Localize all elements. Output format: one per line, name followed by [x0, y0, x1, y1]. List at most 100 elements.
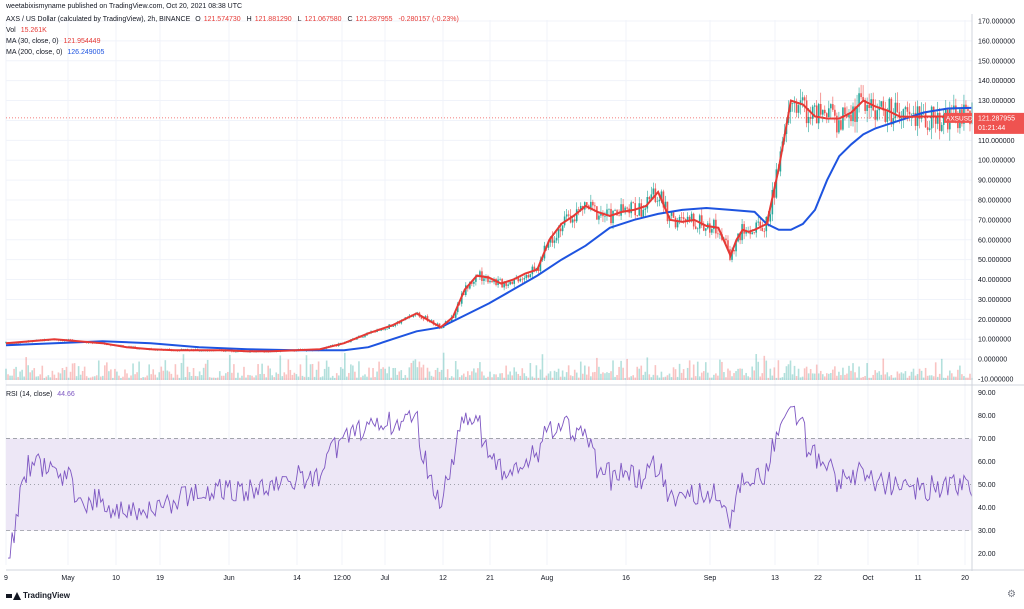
volume-bar [801, 376, 804, 380]
candle-body [965, 104, 967, 110]
volume-bar [914, 375, 917, 380]
volume-bar [688, 360, 691, 380]
volume-bar [828, 373, 830, 380]
candle-body [680, 217, 683, 218]
volume-bar [725, 377, 727, 380]
candle-body [525, 275, 528, 279]
volume-bar [713, 374, 715, 380]
candle-body [882, 101, 885, 111]
volume-bar [176, 374, 179, 380]
volume-bar [670, 377, 673, 380]
gear-icon[interactable]: ⚙ [1007, 589, 1016, 600]
ma30-value: 121.954449 [63, 38, 101, 45]
volume-bar [567, 365, 570, 380]
volume-bar [178, 377, 181, 380]
volume-bar [658, 377, 661, 380]
volume-bar [57, 372, 60, 380]
price-axis-tick: 150.000000 [978, 58, 1015, 65]
volume-bar [251, 375, 253, 380]
volume-bar [660, 371, 663, 380]
volume-bar [682, 369, 685, 380]
candle-body [823, 109, 826, 114]
volume-bar [872, 374, 874, 380]
candle-body [930, 106, 933, 129]
axis-layer: 170.000000160.000000150.000000140.000000… [4, 14, 1024, 582]
time-axis-tick: Sep [704, 575, 717, 582]
candle-body [892, 118, 895, 125]
volume-bar [448, 377, 451, 380]
volume-bar [896, 371, 899, 380]
time-axis-tick: May [61, 575, 75, 582]
volume-bar [102, 375, 104, 380]
candle-body [620, 204, 622, 216]
ma30-label[interactable]: MA (30, close, 0) [6, 38, 59, 45]
volume-bar [315, 369, 318, 380]
volume-bar [860, 377, 862, 380]
candle-body [511, 281, 513, 284]
candle-body [465, 285, 467, 295]
candle-body [505, 282, 507, 286]
volume-bar [428, 371, 431, 380]
volume-bar [789, 360, 792, 380]
volume-bar [711, 377, 713, 380]
volume-bar [458, 377, 461, 380]
volume-bar [15, 366, 17, 380]
volume-bar [501, 373, 503, 380]
volume-bar [539, 369, 542, 380]
volume-bar [880, 374, 883, 380]
volume-bar [160, 366, 163, 380]
volume-bar [106, 362, 108, 380]
candle-body [656, 201, 659, 202]
symbol-title[interactable]: AXS / US Dollar (calculated by TradingVi… [6, 16, 191, 23]
volume-bar [499, 373, 501, 380]
volume-bar [759, 376, 762, 380]
volume-bar [265, 377, 267, 380]
candle-body [632, 202, 634, 204]
volume-bar [130, 375, 132, 380]
volume-bar [73, 363, 76, 380]
volume-bar [216, 377, 219, 380]
volume-bar [836, 375, 838, 380]
volume-bar [892, 377, 895, 380]
time-axis-tick: 21 [486, 575, 494, 582]
candle-body [489, 280, 491, 283]
volume-bar [575, 372, 578, 380]
candle-body [902, 109, 905, 118]
time-axis-tick: Oct [863, 575, 874, 582]
volume-bar [934, 362, 937, 380]
volume-bar [626, 358, 628, 380]
volume-bar [420, 367, 423, 380]
volume-bar [184, 376, 187, 380]
candle-body [825, 113, 828, 118]
price-axis-tick: 110.000000 [978, 138, 1015, 145]
volume-bar [507, 374, 509, 380]
candle-body [757, 221, 760, 223]
candle-body [475, 275, 477, 282]
volume-bar [529, 363, 532, 380]
volume-bar [561, 370, 564, 380]
volume-bar [932, 376, 935, 380]
candle-body [906, 107, 909, 112]
volume-bar [823, 376, 826, 380]
volume-bar [239, 377, 241, 380]
candle-body [469, 282, 471, 289]
volume-bar [210, 377, 213, 380]
volume-bar [174, 364, 177, 380]
volume-bar [815, 364, 818, 380]
rsi-label[interactable]: RSI (14, close) [6, 391, 53, 398]
volume-bar [527, 377, 530, 380]
volume-label[interactable]: Vol [6, 27, 16, 34]
volume-bar [166, 370, 169, 380]
volume-bar [747, 376, 749, 380]
volume-bar [144, 377, 146, 380]
volume-bar [856, 377, 858, 380]
volume-bar [263, 373, 265, 380]
volume-bar [454, 361, 457, 380]
volume-bar [319, 377, 322, 380]
candle-body [759, 221, 762, 228]
ma200-label[interactable]: MA (200, close, 0) [6, 49, 63, 56]
candle-body [422, 318, 425, 320]
volume-bar [890, 375, 893, 380]
tradingview-logo[interactable]: TradingView [6, 591, 70, 600]
